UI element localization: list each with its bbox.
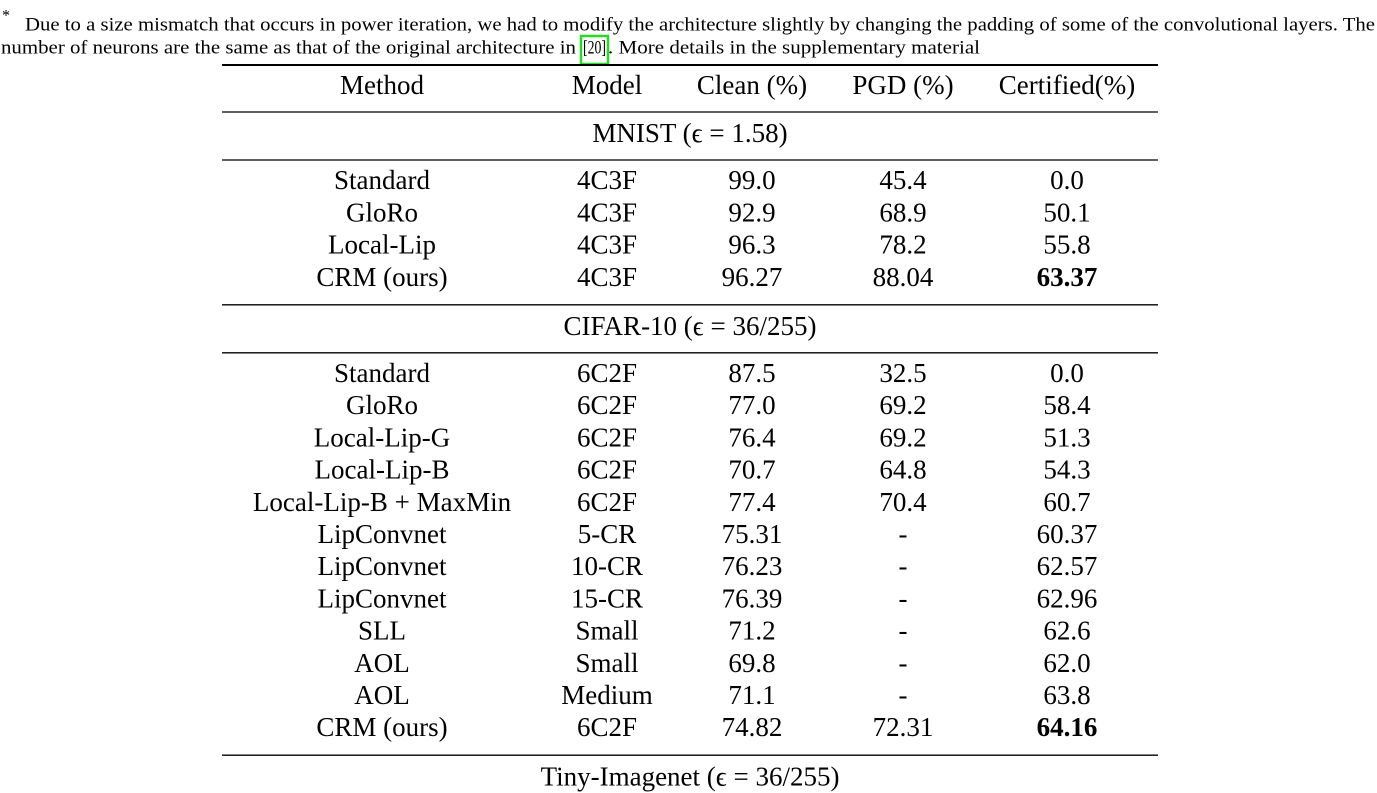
table-cell: 69.8 <box>728 648 775 678</box>
table-cell: 54.3 <box>1043 455 1090 485</box>
table-cell: 55.8 <box>1043 230 1090 260</box>
table-cell: 96.3 <box>728 230 775 260</box>
table-cell: 76.4 <box>728 422 776 452</box>
table-cell: Standard <box>334 165 430 195</box>
table-cell: - <box>899 519 908 549</box>
table-cell: 70.7 <box>728 455 775 485</box>
table-cell: 45.4 <box>879 165 927 195</box>
table-cell: 69.2 <box>879 422 926 452</box>
column-header: PGD (%) <box>852 70 953 100</box>
table-cell: AOL <box>354 680 410 710</box>
table-cell: 6C2F <box>577 422 637 452</box>
table-cell: SLL <box>358 616 406 646</box>
table-cell: 62.57 <box>1037 551 1098 581</box>
column-header: Method <box>340 70 424 100</box>
table-cell: 62.6 <box>1043 616 1090 646</box>
table-cell: 4C3F <box>577 165 637 195</box>
table-cell: 4C3F <box>577 262 637 292</box>
table-cell: 70.4 <box>879 487 927 517</box>
table-cell: 92.9 <box>728 197 775 227</box>
table-cell: 4C3F <box>577 230 637 260</box>
table-cell: 51.3 <box>1043 422 1090 452</box>
footnote-line: number of neurons are the same as that o… <box>1 37 577 58</box>
table-cell: 0.0 <box>1050 165 1084 195</box>
column-header: Model <box>572 70 643 100</box>
table-cell: 62.0 <box>1043 648 1090 678</box>
table-cell: 60.37 <box>1037 519 1098 549</box>
table-cell: LipConvnet <box>318 583 447 613</box>
table-cell: Standard <box>334 358 430 388</box>
section-title: MNIST (ϵ = 1.58) <box>592 118 787 148</box>
section-title: Tiny-Imagenet (ϵ = 36/255) <box>541 761 840 791</box>
table-cell: Local-Lip-B <box>315 455 450 485</box>
table-cell: CRM (ours) <box>316 712 447 742</box>
table-cell: 64.16 <box>1037 712 1098 742</box>
table-cell: Local-Lip-B + MaxMin <box>253 487 512 517</box>
table-cell: - <box>899 583 908 613</box>
footnote-marker: * <box>2 8 10 25</box>
table-cell: 74.82 <box>722 712 783 742</box>
footnote-line: . More details in the supplementary mate… <box>608 37 980 58</box>
table-cell: Small <box>575 616 638 646</box>
table-cell: 72.31 <box>873 712 934 742</box>
table-cell: CRM (ours) <box>316 262 447 292</box>
table-cell: - <box>899 680 908 710</box>
table-cell: 4C3F <box>577 197 637 227</box>
table-cell: 58.4 <box>1043 390 1091 420</box>
table-cell: 0.0 <box>1050 358 1084 388</box>
footnote-line: Due to a size mismatch that occurs in po… <box>25 14 1375 35</box>
table-cell: LipConvnet <box>318 519 447 549</box>
table-cell: GloRo <box>346 390 418 420</box>
table-cell: 87.5 <box>728 358 775 388</box>
table-cell: 6C2F <box>577 712 637 742</box>
table-cell: 62.96 <box>1037 583 1098 613</box>
citation[interactable]: [20] <box>583 37 606 58</box>
table-cell: 69.2 <box>879 390 926 420</box>
table-cell: 60.7 <box>1043 487 1090 517</box>
table-cell: 6C2F <box>577 455 637 485</box>
table-cell: Local-Lip <box>328 230 436 260</box>
table-cell: 76.23 <box>722 551 783 581</box>
table-cell: 50.1 <box>1043 197 1090 227</box>
table-cell: 6C2F <box>577 487 637 517</box>
section-title: CIFAR-10 (ϵ = 36/255) <box>564 311 817 341</box>
table-cell: 63.37 <box>1037 262 1098 292</box>
table-cell: - <box>899 551 908 581</box>
table-cell: 78.2 <box>879 230 926 260</box>
table-cell: 6C2F <box>577 390 637 420</box>
table-cell: LipConvnet <box>318 551 447 581</box>
table-cell: - <box>899 616 908 646</box>
table-cell: 71.2 <box>728 616 775 646</box>
column-header: Clean (%) <box>697 70 807 100</box>
table-cell: 76.39 <box>722 583 783 613</box>
table-cell: 10-CR <box>571 551 643 581</box>
table-cell: GloRo <box>346 197 418 227</box>
table-cell: 88.04 <box>873 262 934 292</box>
column-header: Certified(%) <box>999 70 1135 100</box>
table-cell: 99.0 <box>728 165 775 195</box>
table-cell: 96.27 <box>722 262 783 292</box>
table-cell: Local-Lip-G <box>314 422 450 452</box>
table-cell: 6C2F <box>577 358 637 388</box>
table-cell: 64.8 <box>879 455 926 485</box>
table-cell: Small <box>575 648 638 678</box>
table-cell: 63.8 <box>1043 680 1090 710</box>
table-cell: 68.9 <box>879 197 926 227</box>
table-cell: 32.5 <box>879 358 926 388</box>
table-cell: - <box>899 648 908 678</box>
table-cell: 71.1 <box>728 680 775 710</box>
table-cell: AOL <box>354 648 410 678</box>
table-cell: 5-CR <box>578 519 637 549</box>
table-cell: 77.4 <box>728 487 776 517</box>
table-cell: 75.31 <box>722 519 783 549</box>
table-cell: 15-CR <box>571 583 643 613</box>
table-cell: 77.0 <box>728 390 775 420</box>
table-cell: Medium <box>561 680 653 710</box>
